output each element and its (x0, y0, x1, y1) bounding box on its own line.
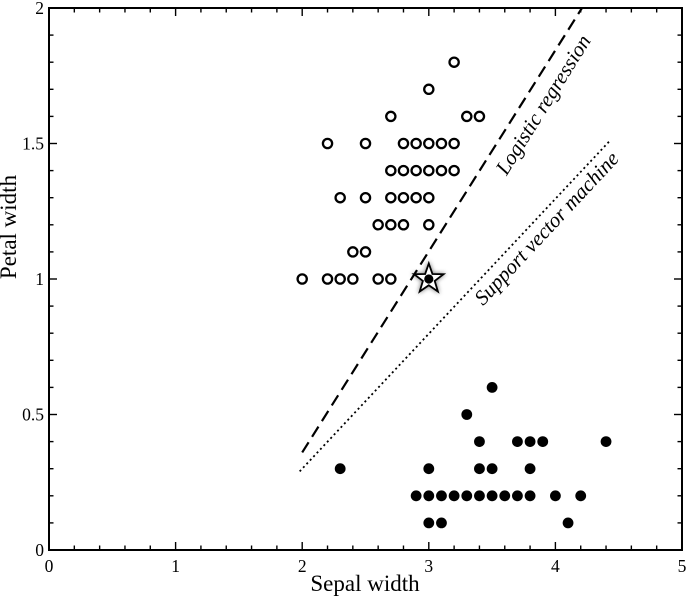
x-axis-label: Sepal width (310, 571, 420, 596)
data-point-open-circle (397, 219, 410, 231)
data-point-open-circle (385, 191, 397, 204)
data-point-open-circle (410, 137, 422, 150)
data-point-open-circle (296, 273, 308, 285)
decision-boundary-dashed (301, 7, 583, 454)
data-point-filled-circle (486, 382, 498, 393)
data-point-filled-circle (423, 463, 435, 475)
data-point-open-circle (334, 191, 346, 204)
boundary-label-logistic-regression: Logistic regression (490, 30, 596, 179)
data-point-open-circle (359, 137, 372, 150)
x-tick-label: 3 (424, 556, 433, 576)
data-point-open-circle (334, 273, 346, 285)
data-point-open-circle (448, 56, 460, 68)
data-point-filled-circle (524, 490, 536, 502)
data-point-filled-circle (486, 463, 498, 475)
data-point-open-circle (423, 191, 435, 204)
data-point-open-circle (372, 273, 384, 285)
data-point-filled-circle (550, 490, 561, 502)
data-point-open-circle (347, 246, 359, 258)
data-point-open-circle (359, 191, 372, 204)
star-center-dot (424, 274, 434, 284)
data-point-open-circle (423, 219, 435, 231)
data-point-filled-circle (499, 490, 511, 502)
data-point-open-circle (385, 110, 397, 123)
data-point-filled-circle (537, 436, 549, 447)
data-point-filled-circle (461, 490, 473, 502)
data-point-open-circle (397, 137, 410, 150)
data-point-open-circle (423, 164, 435, 177)
boundary-label-support-vector-machine: Support vector machine (469, 147, 623, 310)
data-point-open-circle (448, 137, 460, 150)
data-point-filled-circle (486, 490, 498, 502)
data-point-open-circle (347, 273, 359, 285)
y-tick-label: 1 (35, 269, 44, 289)
data-point-open-circle (372, 219, 384, 231)
data-point-open-circle (423, 83, 435, 96)
data-point-open-circle (359, 246, 372, 258)
data-point-filled-circle (562, 517, 574, 529)
data-point-filled-circle (334, 463, 346, 475)
y-tick-label: 0 (35, 540, 44, 560)
data-point-open-circle (321, 273, 334, 285)
y-tick-label: 0.5 (22, 405, 44, 425)
data-point-open-circle (435, 164, 448, 177)
data-point-filled-circle (448, 490, 460, 502)
data-point-filled-circle (461, 409, 473, 420)
data-point-open-circle (473, 110, 486, 123)
data-point-filled-circle (423, 490, 435, 502)
plot-frame (48, 7, 683, 551)
data-point-open-circle (461, 110, 473, 123)
data-point-filled-circle (410, 490, 422, 502)
data-point-filled-circle (600, 436, 612, 447)
data-point-filled-circle (575, 490, 587, 502)
data-point-open-circle (435, 137, 448, 150)
x-tick-label: 4 (551, 556, 560, 576)
data-point-filled-circle (436, 490, 447, 502)
data-point-open-circle (397, 191, 410, 204)
x-tick-label: 0 (45, 556, 54, 576)
data-point-filled-circle (474, 490, 485, 502)
data-point-filled-circle (436, 517, 447, 529)
data-point-open-circle (385, 273, 397, 285)
data-point-filled-circle (474, 436, 485, 447)
data-point-open-circle (448, 164, 460, 177)
data-point-open-circle (423, 137, 435, 150)
data-point-open-circle (385, 164, 397, 177)
data-point-filled-circle (512, 436, 523, 447)
data-point-filled-circle (474, 463, 485, 475)
data-point-open-circle (397, 164, 410, 177)
x-tick-label: 1 (171, 556, 180, 576)
decision-boundary-dotted (299, 140, 611, 473)
x-tick-label: 5 (678, 556, 687, 576)
data-point-filled-circle (524, 463, 536, 475)
x-tick-label: 2 (298, 556, 307, 576)
data-point-filled-circle (423, 517, 435, 529)
plot-generated-content: 0 1 2 3 4 5 0 0.5 1 1.5 2 Logistic regressionSuppor… (22, 0, 687, 576)
y-axis-label: Petal width (0, 174, 21, 279)
data-point-open-circle (321, 137, 334, 150)
data-point-filled-circle (524, 436, 536, 447)
y-tick-label: 2 (35, 0, 44, 18)
data-point-open-circle (410, 164, 422, 177)
query-point-star (411, 260, 447, 294)
data-point-filled-circle (512, 490, 523, 502)
y-tick-label: 1.5 (22, 134, 44, 154)
data-point-open-circle (385, 219, 397, 231)
data-point-open-circle (410, 191, 422, 204)
